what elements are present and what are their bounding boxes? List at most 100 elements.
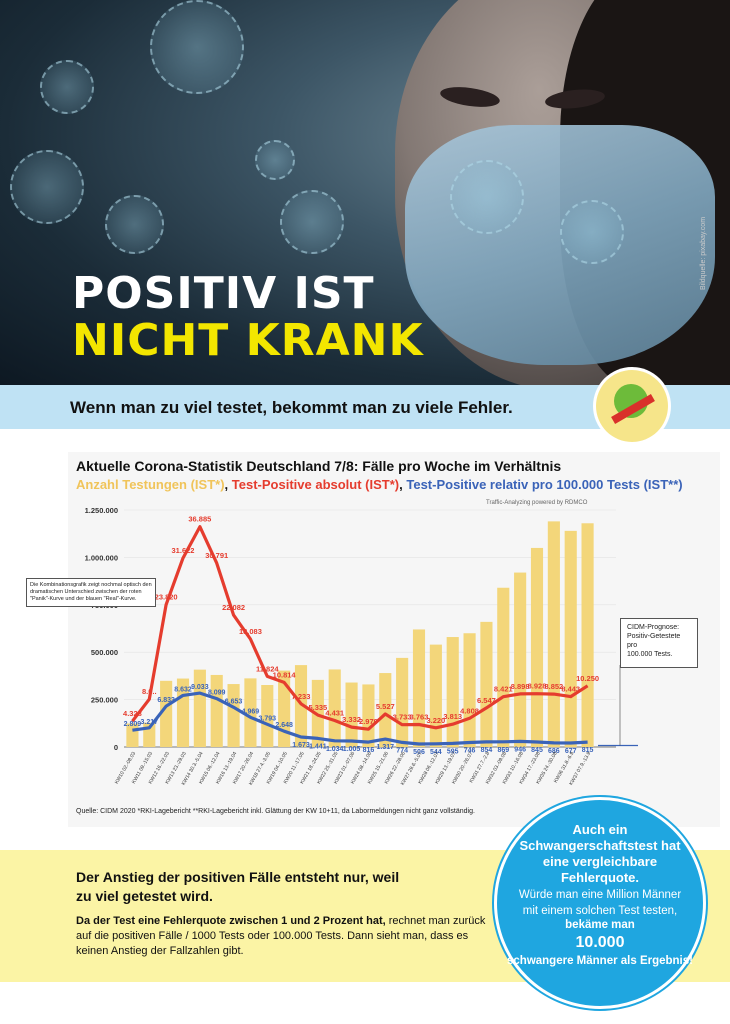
chart-source: Quelle: CIDM 2020 *RKI-Lagebericht **RKI… (76, 808, 475, 815)
bar-tests (581, 523, 594, 747)
legend-separator: , (399, 477, 407, 492)
data-label-positive: 8.0.. (142, 687, 157, 696)
data-label-positive: 6.547 (477, 696, 496, 705)
data-label-relative: 3.793 (259, 715, 277, 722)
data-label-relative: 854 (481, 747, 493, 754)
y-tick-label: 1.000.000 (85, 553, 118, 562)
callout-text: bekäme man (565, 919, 635, 931)
data-label-relative: 6.653 (225, 698, 243, 705)
bar-tests (244, 678, 257, 747)
y-tick-label: 0 (114, 743, 118, 752)
data-label-relative: 816 (363, 747, 375, 754)
data-label-relative: 946 (514, 746, 526, 753)
data-label-positive: 8.852 (544, 682, 563, 691)
data-label-positive: 11.824 (256, 664, 279, 673)
hero-title-line1: POSITIV IST (72, 268, 375, 319)
prognosis-line: 100.000 Tests. (627, 651, 673, 658)
bar-tests (547, 521, 560, 747)
callout-number: 10.000 (575, 934, 625, 951)
data-label-positive: 3.733 (393, 713, 412, 722)
data-label-positive: 3.763 (410, 713, 429, 722)
data-label-positive: 22.082 (222, 603, 245, 612)
data-label-positive: 5.335 (308, 703, 327, 712)
data-label-positive: 8.443 (561, 685, 580, 694)
bar-tests (396, 657, 409, 747)
data-label-positive: 3.332 (342, 715, 361, 724)
bar-tests (210, 674, 223, 747)
virus-illustration (150, 0, 244, 94)
chart-subtitle: Anzahl Testungen (IST*), Test-Positive a… (76, 477, 683, 492)
bar-tests (379, 673, 392, 747)
legend-separator: , (224, 477, 232, 492)
data-label-relative: 2.809 (124, 721, 142, 728)
data-label-relative: 6.833 (157, 697, 175, 704)
line-positive-absolute (131, 525, 589, 731)
data-label-positive: 3.220 (426, 716, 445, 725)
callout-text: mit einem solchen Test testen, (522, 905, 678, 917)
face-mask (405, 125, 715, 365)
data-label-relative: 8.632 (174, 686, 192, 693)
bar-tests (412, 629, 426, 747)
explanation-body: Da der Test eine Fehlerquote zwischen 1 … (76, 914, 496, 959)
data-label-positive: 3.813 (443, 712, 462, 721)
prognosis-line: Positiv-Getestete (627, 633, 681, 640)
data-label-relative: 2.648 (275, 722, 293, 729)
data-label-relative: 8.099 (208, 690, 226, 697)
hero-image (0, 0, 730, 385)
data-label-positive: 18.083 (239, 627, 262, 636)
prognosis-line: pro (627, 642, 638, 649)
bar-tests (530, 547, 544, 747)
bar-tests (193, 669, 206, 747)
data-label-positive: 4.328 (123, 709, 142, 718)
callout-heading: Auch ein Schwangerschaftstest hat eine v… (519, 822, 681, 885)
data-label-relative: 869 (497, 747, 509, 754)
chart-note-box: Die Kombinationsgrafik zeigt nochmal opt… (26, 578, 156, 607)
bar-tests (564, 530, 577, 747)
combination-chart: 0250.000500.000750.0001.000.0001.250.000… (85, 506, 638, 787)
data-label-relative: 9.033 (191, 684, 209, 691)
virus-illustration (560, 200, 624, 264)
callout-text: schwangere Männer als Ergebnis! (507, 955, 693, 967)
bar-tests (328, 669, 341, 747)
data-label-positive: 31.622 (172, 546, 195, 555)
bar-tests (446, 637, 459, 747)
chart-powered-by: Traffic-Analyzing powered by RDMCO (486, 500, 588, 506)
subtitle-text: Wenn man zu viel testet, bekommt man zu … (70, 398, 513, 417)
bar-tests (294, 665, 308, 747)
virus-illustration (450, 160, 524, 234)
data-label-positive: 36.885 (188, 515, 211, 524)
data-label-relative: 595 (447, 748, 459, 755)
legend-positive: Test-Positive absolut (IST*) (231, 477, 400, 492)
data-label-positive: 10.250 (576, 674, 599, 683)
virus-illustration (255, 140, 295, 180)
data-label-relative: 845 (531, 747, 543, 754)
virus-illustration (10, 150, 84, 224)
data-label-relative: 544 (430, 749, 442, 756)
data-label-relative: 746 (464, 748, 476, 755)
data-label-relative: 774 (396, 747, 408, 754)
data-label-relative: 1.317 (377, 744, 395, 751)
bar-tests (497, 587, 510, 747)
explanation-headline: Der Anstieg der positiven Fälle entsteht… (76, 869, 400, 904)
data-label-relative: 1.673 (292, 742, 310, 749)
bar-tests (261, 685, 274, 747)
virus-test-badge-icon (596, 370, 668, 442)
virus-illustration (105, 195, 164, 254)
photo-credit: Bildquelle: pixabay.com (700, 216, 707, 290)
hero-title-line2: NICHT KRANK (72, 315, 424, 366)
bar-tests (514, 572, 527, 747)
bar-tests (463, 633, 476, 747)
line-positive-relative (132, 691, 588, 746)
data-label-relative: 1.005 (343, 746, 361, 753)
data-label-relative: 4.969 (242, 708, 260, 715)
legend-relative: Test-Positive relativ pro 100.000 Tests … (406, 477, 683, 492)
bar-tests (160, 680, 173, 747)
explanation-bold: Da der Test eine Fehlerquote zwischen 1 … (76, 915, 386, 927)
virus-illustration (280, 190, 344, 254)
data-label-relative: 815 (582, 747, 594, 754)
callout-text: Würde man eine Million Männer (518, 889, 682, 901)
data-label-relative: 3.217 (141, 719, 159, 726)
bar-tests (480, 621, 493, 747)
virus-illustration (40, 60, 94, 114)
bar-tests (345, 682, 358, 747)
